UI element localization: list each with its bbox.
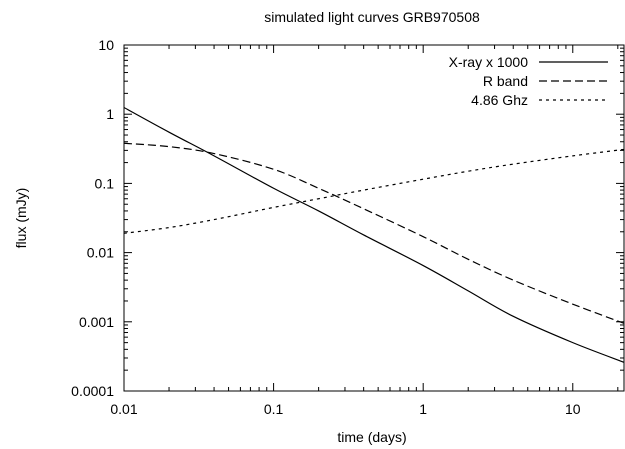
plot-frame [123,44,625,392]
x-axis-label: time (days) [337,429,406,445]
x-tick-label: 0.01 [110,401,137,417]
y-axis-label: flux (mJy) [13,188,29,249]
y-tick-label: 0.01 [87,245,114,261]
y-tick-label: 0.0001 [71,383,114,399]
x-axis-ticks: 0.01 0.1 1 10 [110,45,619,417]
y-tick-label: 10 [98,37,114,53]
legend-label: 4.86 Ghz [471,92,528,108]
legend-label: X-ray x 1000 [449,54,529,70]
series-layer [124,106,625,363]
series-line-2 [124,142,625,324]
series-line-3 [124,148,625,234]
y-tick-label: 0.001 [79,314,114,330]
x-tick-label: 0.1 [264,401,284,417]
chart-title: simulated light curves GRB970508 [264,9,480,25]
x-tick-label: 1 [419,401,427,417]
x-tick-label: 10 [565,401,581,417]
y-tick-label: 1 [106,106,114,122]
legend-label: R band [483,73,528,89]
legend: X-ray x 1000 R band 4.86 Ghz [449,54,608,108]
y-tick-label: 0.1 [95,175,115,191]
series-line-1 [124,106,625,363]
y-axis-ticks: 0.0001 0.001 0.01 0.1 1 10 [71,37,624,399]
